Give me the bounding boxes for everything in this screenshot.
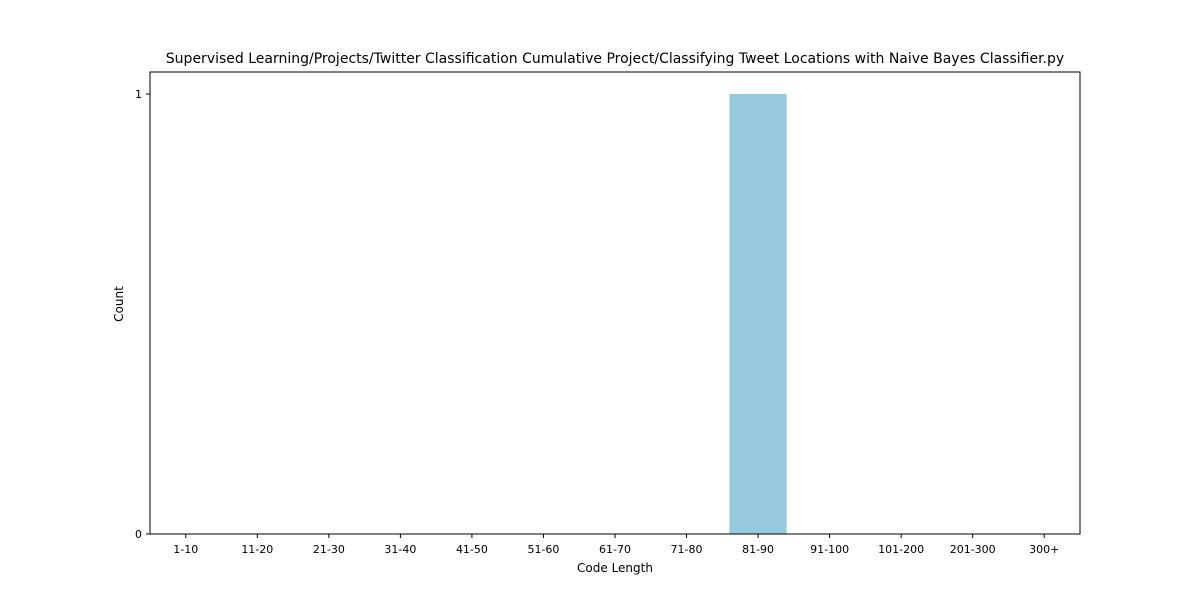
x-tick-label: 91-100 <box>810 543 849 556</box>
x-axis-ticks: 1-10 11-20 21-30 31-40 41-50 51-60 61-70 71-80 8… <box>173 534 1059 556</box>
y-axis-label: Count <box>112 286 126 322</box>
y-axis-ticks: 01 <box>135 88 150 541</box>
bar-group <box>729 94 787 534</box>
y-tick-label: 0 <box>135 528 142 541</box>
x-tick-label: 201-300 <box>950 543 996 556</box>
x-tick-label: 11-20 <box>241 543 273 556</box>
bar-81-90 <box>729 94 787 534</box>
x-tick-label: 61-70 <box>599 543 631 556</box>
x-axis-label: Code Length <box>577 561 653 575</box>
chart-title: Supervised Learning/Projects/Twitter Cla… <box>166 51 1064 67</box>
x-tick-label: 300+ <box>1029 543 1059 556</box>
y-tick-label: 1 <box>135 88 142 101</box>
x-tick-label: 41-50 <box>456 543 488 556</box>
x-tick-label: 81-90 <box>742 543 774 556</box>
x-tick-label: 21-30 <box>313 543 345 556</box>
x-tick-label: 71-80 <box>671 543 703 556</box>
x-tick-label: 101-200 <box>878 543 924 556</box>
x-tick-label: 31-40 <box>384 543 416 556</box>
x-tick-label: 51-60 <box>527 543 559 556</box>
x-tick-label: 1-10 <box>173 543 198 556</box>
